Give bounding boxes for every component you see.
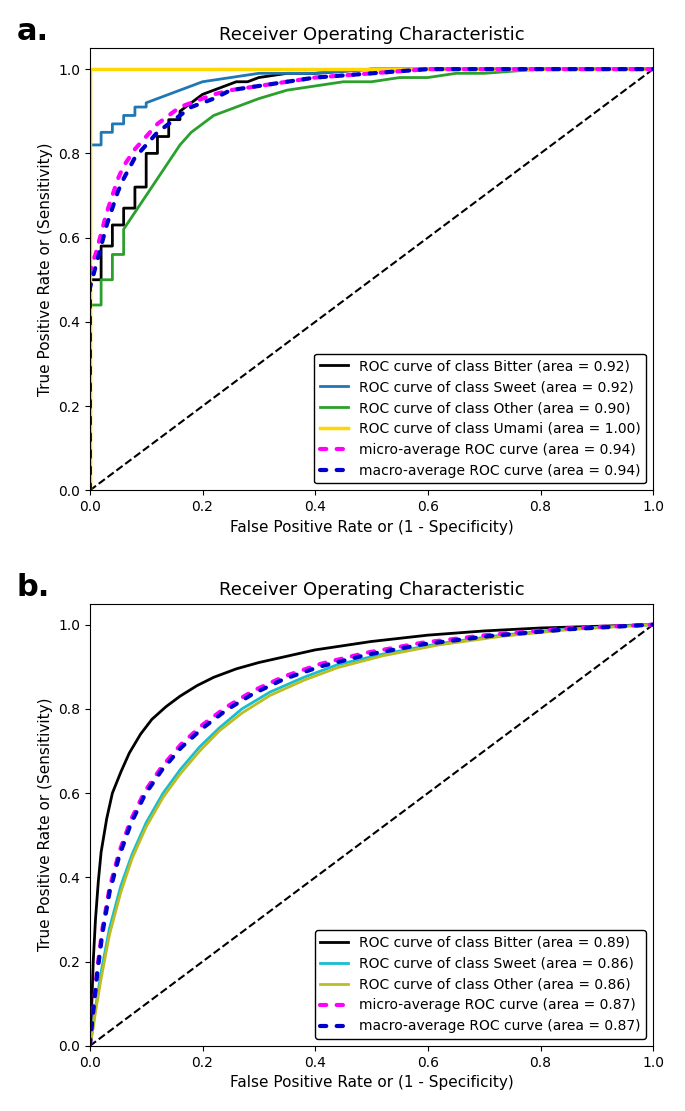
- Legend: ROC curve of class Bitter (area = 0.92), ROC curve of class Sweet (area = 0.92),: ROC curve of class Bitter (area = 0.92),…: [314, 353, 646, 483]
- X-axis label: False Positive Rate or (1 - Specificity): False Positive Rate or (1 - Specificity): [229, 520, 513, 534]
- Text: b.: b.: [16, 572, 50, 601]
- Legend: ROC curve of class Bitter (area = 0.89), ROC curve of class Sweet (area = 0.86),: ROC curve of class Bitter (area = 0.89),…: [314, 930, 646, 1039]
- Y-axis label: True Positive Rate or (Sensitivity): True Positive Rate or (Sensitivity): [38, 698, 53, 951]
- Title: Receiver Operating Characteristic: Receiver Operating Characteristic: [219, 581, 524, 599]
- X-axis label: False Positive Rate or (1 - Specificity): False Positive Rate or (1 - Specificity): [229, 1075, 513, 1090]
- Title: Receiver Operating Characteristic: Receiver Operating Characteristic: [219, 26, 524, 43]
- Y-axis label: True Positive Rate or (Sensitivity): True Positive Rate or (Sensitivity): [38, 142, 53, 396]
- Text: a.: a.: [16, 17, 49, 46]
